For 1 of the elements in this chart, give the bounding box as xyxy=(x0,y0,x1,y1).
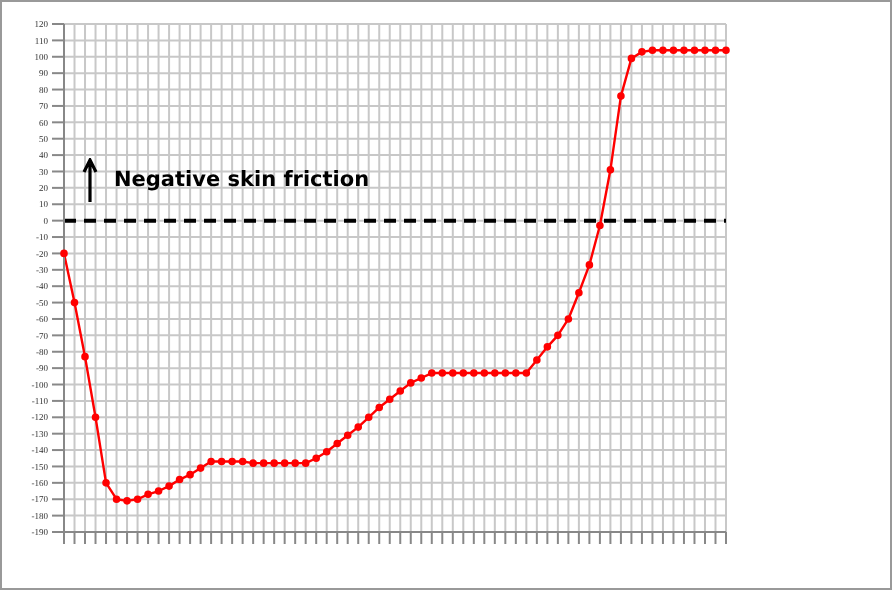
annotation: Negative skin friction xyxy=(114,168,370,192)
